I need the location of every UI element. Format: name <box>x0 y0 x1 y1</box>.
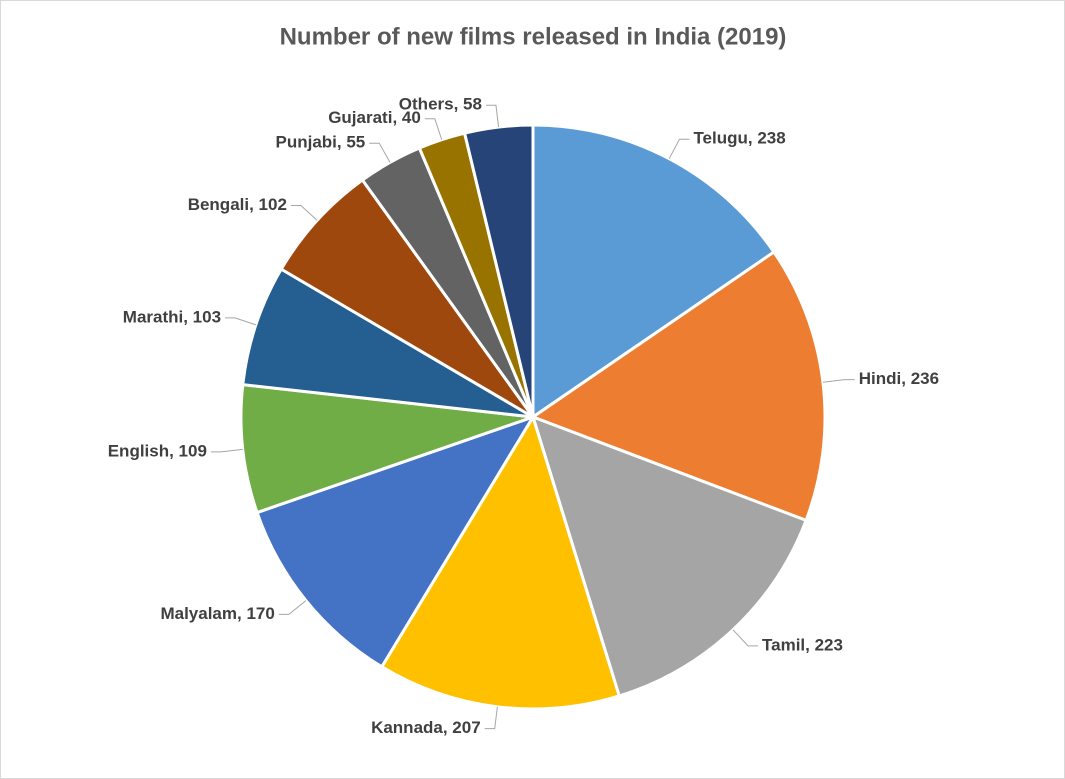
data-label: Gujarati, 40 <box>328 108 421 127</box>
pie-slice <box>530 414 809 698</box>
leader-line <box>290 205 318 221</box>
pie-slice <box>241 267 534 419</box>
data-label: Kannada, 207 <box>371 718 481 737</box>
leader-line <box>225 317 257 326</box>
leader-line <box>210 448 243 453</box>
pie-slice <box>531 123 777 420</box>
pie-slice <box>255 414 537 669</box>
data-label: Bengali, 102 <box>188 195 287 214</box>
data-label: English, 109 <box>108 441 207 460</box>
pie-slice <box>462 123 535 418</box>
leader-line <box>278 600 307 615</box>
data-label: Marathi, 103 <box>123 307 221 326</box>
pie-slice <box>239 382 534 515</box>
data-label: Hindi, 236 <box>859 369 939 388</box>
data-label: Malyalam, 170 <box>160 604 274 623</box>
data-label: Others, 58 <box>399 95 482 114</box>
data-label: Punjabi, 55 <box>275 133 365 152</box>
leader-line <box>732 629 759 647</box>
leader-line <box>424 118 443 140</box>
pie-slice <box>379 413 622 711</box>
leader-line <box>822 379 855 383</box>
leader-line <box>369 142 391 163</box>
data-label: Tamil, 223 <box>762 635 843 654</box>
pie-slice <box>279 177 535 419</box>
leader-line <box>485 104 500 128</box>
leader-line <box>668 138 690 159</box>
data-label: Telugu, 238 <box>693 129 785 148</box>
leader-line <box>484 706 498 730</box>
chart-title: Number of new films released in India (2… <box>280 23 787 50</box>
